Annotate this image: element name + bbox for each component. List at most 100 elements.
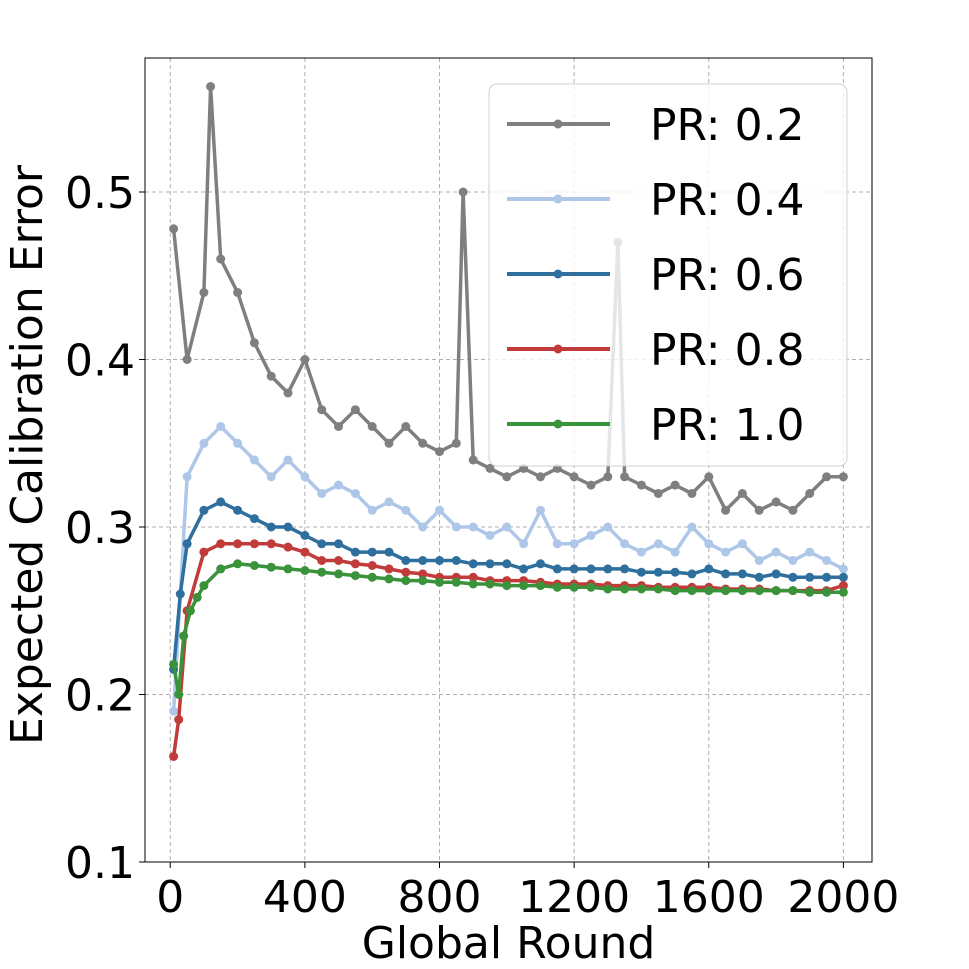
data-point <box>771 497 781 507</box>
data-point <box>418 576 428 586</box>
legend-marker <box>553 419 563 429</box>
data-point <box>687 569 697 579</box>
data-point <box>182 539 192 549</box>
data-point <box>334 422 343 431</box>
data-point <box>620 472 630 482</box>
plot-frame <box>144 57 873 863</box>
data-point <box>552 564 562 574</box>
data-point <box>233 539 243 549</box>
data-point <box>485 463 495 473</box>
data-point <box>502 581 512 591</box>
data-point <box>636 567 646 577</box>
data-point <box>586 530 596 540</box>
data-point <box>175 589 185 599</box>
data-point <box>451 556 461 565</box>
data-point <box>552 582 562 592</box>
data-point <box>384 547 394 557</box>
y-tick-label: 0.1 <box>65 838 135 889</box>
series-3 <box>169 497 848 674</box>
data-point <box>300 472 310 482</box>
data-point <box>174 715 184 725</box>
legend-label: PR: 0.2 <box>650 100 805 151</box>
x-axis-label: Global Round <box>362 918 656 969</box>
data-point <box>435 556 444 565</box>
data-point <box>569 539 579 549</box>
data-point <box>704 472 714 482</box>
data-point <box>822 556 832 565</box>
data-point <box>704 586 714 596</box>
data-point <box>721 547 731 557</box>
data-point <box>485 530 495 540</box>
data-point <box>502 559 512 569</box>
data-point <box>721 569 731 579</box>
data-point <box>401 567 411 577</box>
data-point <box>367 572 377 582</box>
data-point <box>468 559 478 569</box>
legend-marker <box>553 194 563 204</box>
data-point <box>182 472 192 482</box>
data-point <box>182 355 192 364</box>
data-point <box>401 556 411 565</box>
data-point <box>468 579 478 589</box>
data-point <box>586 564 596 574</box>
data-point <box>636 584 646 594</box>
data-point <box>435 577 444 587</box>
data-point <box>216 539 226 549</box>
legend-marker <box>553 269 563 279</box>
legend-label: PR: 0.6 <box>650 250 805 301</box>
data-point <box>384 564 394 574</box>
data-point <box>838 572 848 582</box>
data-point <box>586 582 596 592</box>
data-point <box>519 581 529 591</box>
data-point <box>418 438 428 448</box>
data-point <box>771 569 781 579</box>
x-tick-label: 400 <box>263 872 347 923</box>
data-point <box>418 522 428 532</box>
legend-item: PR: 0.4 <box>507 175 805 226</box>
data-point <box>603 522 613 532</box>
data-point <box>174 690 184 699</box>
data-point <box>754 505 764 515</box>
data-point <box>233 505 243 515</box>
series-layer <box>169 82 848 761</box>
data-point <box>805 572 815 582</box>
data-point <box>620 564 630 574</box>
data-point <box>502 522 512 532</box>
data-point <box>300 547 310 557</box>
data-point <box>249 338 259 348</box>
data-point <box>367 422 377 431</box>
data-point <box>519 539 529 549</box>
data-point <box>249 561 259 570</box>
data-point <box>216 254 226 264</box>
data-point <box>838 564 848 574</box>
data-point <box>721 586 731 596</box>
data-point <box>317 539 327 549</box>
data-point <box>233 438 243 448</box>
legend-item: PR: 1.0 <box>507 400 805 451</box>
data-point <box>569 582 579 592</box>
y-axis-label: Expected Calibration Error <box>2 164 53 745</box>
data-point <box>569 472 579 482</box>
data-point <box>536 559 545 569</box>
data-point <box>687 489 697 498</box>
data-point <box>418 569 428 579</box>
data-point <box>233 559 243 569</box>
data-point <box>169 752 179 761</box>
data-point <box>721 505 731 515</box>
y-tick-label: 0.5 <box>65 168 135 219</box>
data-point <box>838 587 848 597</box>
data-point <box>300 530 310 540</box>
data-point <box>384 497 394 507</box>
data-point <box>754 572 764 582</box>
x-tick-label: 800 <box>398 872 482 923</box>
data-point <box>704 564 714 574</box>
data-point <box>350 571 360 581</box>
data-point <box>401 505 411 515</box>
data-point <box>169 224 179 234</box>
x-tick-label: 0 <box>156 872 184 923</box>
data-point <box>350 547 360 557</box>
data-point <box>451 438 461 448</box>
data-point <box>788 556 798 565</box>
data-point <box>485 579 495 589</box>
